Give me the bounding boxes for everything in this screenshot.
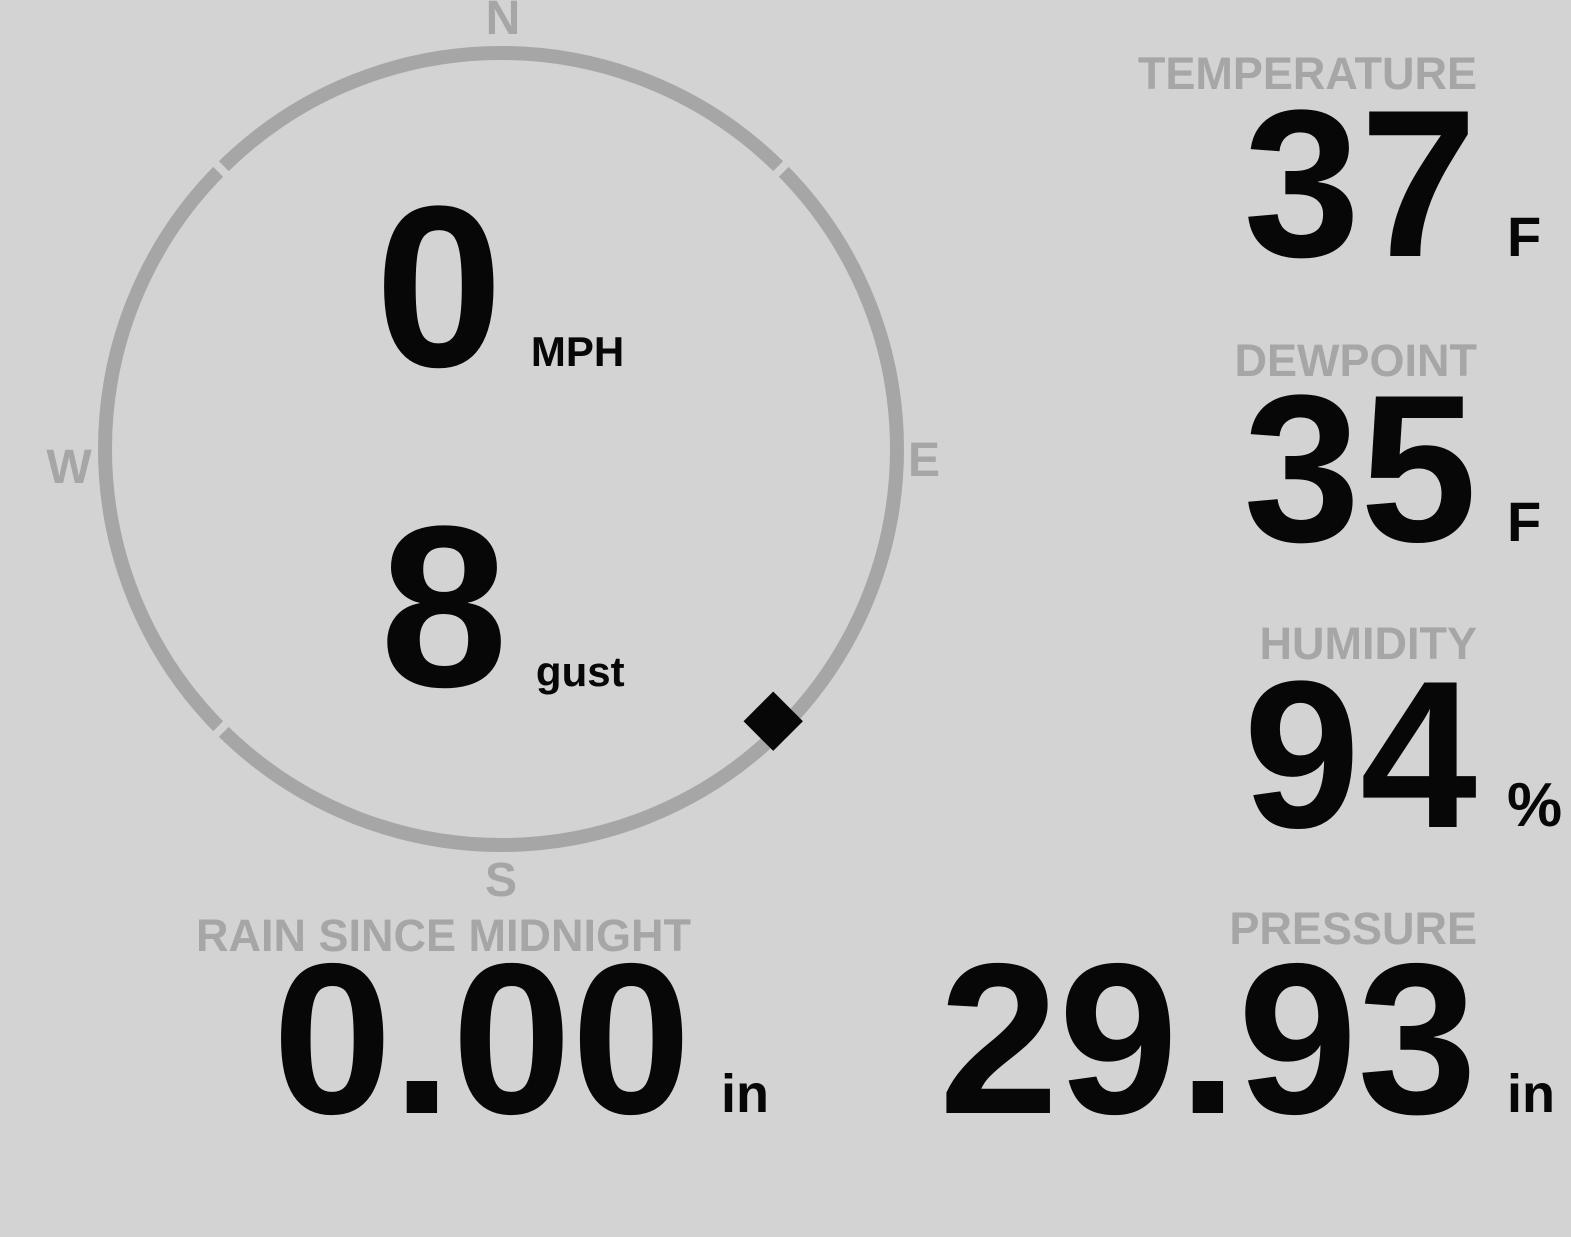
compass-ring xyxy=(98,46,904,852)
dewpoint-label: DEWPOINT xyxy=(1234,335,1478,386)
rain-readout: 0.00 in xyxy=(273,931,769,1146)
rain-unit: in xyxy=(721,1064,769,1124)
wind-speed-value: 0 xyxy=(375,158,503,415)
cardinal-south-label: S xyxy=(484,854,517,907)
wind-direction-marker-diamond xyxy=(743,691,803,751)
temperature-unit: F xyxy=(1507,205,1542,268)
cardinal-north-label: N xyxy=(485,0,521,45)
temperature-label: TEMPERATURE xyxy=(1137,48,1477,99)
pressure-label: PRESSURE xyxy=(1229,903,1477,954)
rain-since-midnight-label: RAIN SINCE MIDNIGHT xyxy=(196,910,691,961)
humidity-value: 94 xyxy=(1243,637,1477,872)
dewpoint-readout: 35 F xyxy=(1243,364,1541,574)
dewpoint-value: 35 xyxy=(1243,351,1477,586)
humidity-label: HUMIDITY xyxy=(1259,618,1478,669)
cardinal-east-label: E xyxy=(907,434,940,487)
dewpoint-unit: F xyxy=(1507,490,1542,553)
rain-value: 0.00 xyxy=(272,918,691,1159)
temperature-readout: 37 F xyxy=(1243,79,1541,289)
wind-gust-unit: gust xyxy=(535,648,625,695)
wind-speed-unit: MPH xyxy=(530,328,625,375)
wind-speed-readout: 0 MPH xyxy=(375,172,624,402)
humidity-unit: % xyxy=(1507,771,1563,840)
wind-gust-value: 8 xyxy=(380,478,508,735)
cardinal-west-label: W xyxy=(46,441,92,494)
pressure-value: 29.93 xyxy=(938,918,1477,1159)
temperature-value: 37 xyxy=(1243,66,1477,301)
humidity-readout: 94 % xyxy=(1243,650,1562,860)
wind-gust-readout: 8 gust xyxy=(380,492,625,722)
pressure-unit: in xyxy=(1507,1064,1555,1124)
pressure-readout: 29.93 in xyxy=(939,931,1555,1146)
